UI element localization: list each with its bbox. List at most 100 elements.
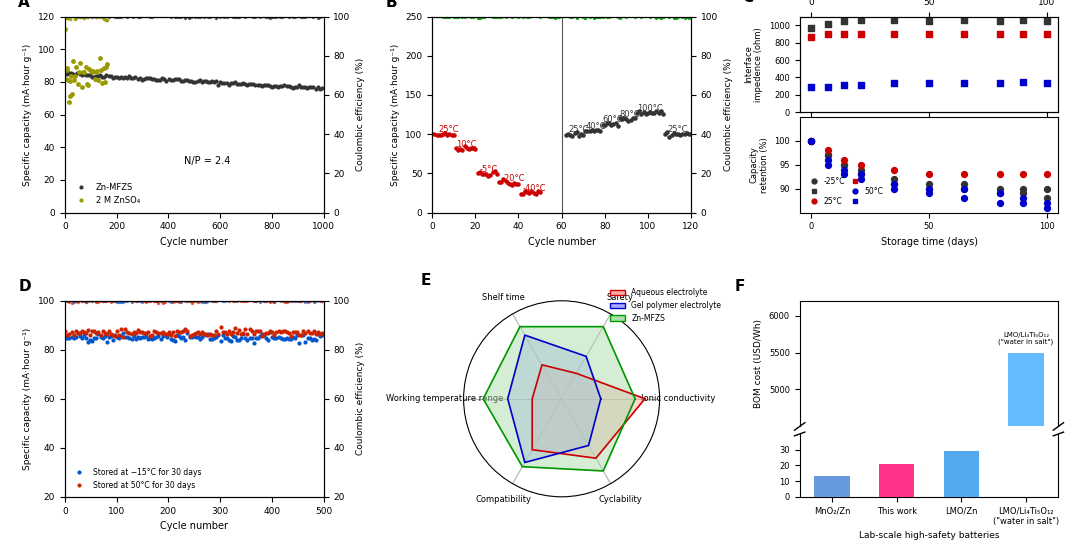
Point (286, 296, 303, 305)
Point (162, 12, 179, 21)
Point (243, 327, 260, 336)
Point (956, 29, 973, 38)
Point (1014, 78, 1031, 87)
Point (261, 327, 279, 336)
Point (230, 295, 247, 304)
Point (125, 295, 143, 304)
Point (291, 81, 308, 89)
Point (642, 13, 659, 22)
Point (187, 328, 204, 337)
Point (141, 332, 159, 341)
Point (189, 333, 206, 342)
Point (58, 331, 76, 339)
Point (56, 13, 73, 22)
Point (154, 299, 172, 307)
Legend: -25°C, , 25°C, , 50°C, : -25°C, , 25°C, , 50°C, (804, 174, 886, 209)
Point (102, 72, 119, 81)
Point (678, 129, 696, 137)
Point (91, 13, 108, 22)
Point (646, 11, 663, 20)
Point (99, 60, 117, 68)
Point (63, 327, 80, 336)
Point (657, 12, 674, 20)
Point (297, 12, 314, 21)
Point (62, 11, 79, 20)
Point (64, 10, 81, 19)
Point (956, 15, 973, 24)
Point (449, 145, 467, 154)
Point (259, 295, 276, 304)
Point (151, 10, 168, 19)
Point (266, 12, 283, 21)
Point (462, 13, 480, 22)
Point (191, 330, 208, 338)
Point (218, 330, 235, 339)
Point (212, 336, 229, 345)
Point (275, 12, 293, 21)
Text: 40°C: 40°C (585, 121, 606, 131)
Point (286, 328, 303, 337)
Point (176, 76, 193, 84)
Point (313, 329, 330, 338)
Point (180, 297, 198, 306)
Point (131, 13, 148, 22)
Point (150, 297, 167, 306)
Point (241, 11, 258, 20)
Point (237, 13, 254, 22)
Point (73, 71, 91, 79)
Point (69, 10, 86, 19)
Point (164, 12, 181, 20)
Point (626, 114, 644, 123)
Point (1014, 199, 1031, 208)
Point (575, 130, 592, 139)
Point (492, 178, 510, 187)
Point (171, 296, 188, 305)
Point (274, 335, 292, 343)
Point (820, 29, 837, 38)
Point (956, 179, 973, 188)
Point (69, 298, 86, 306)
Point (117, 333, 134, 342)
Point (117, 73, 134, 82)
Point (106, 296, 123, 305)
Point (254, 296, 271, 305)
Point (112, 298, 130, 306)
Point (98, 296, 116, 305)
Point (311, 331, 328, 340)
Point (852, 170, 869, 179)
Point (534, 12, 551, 20)
Point (60, 9, 78, 18)
Point (168, 12, 186, 21)
Point (430, 130, 447, 139)
Point (141, 74, 159, 83)
Point (451, 12, 469, 20)
Point (144, 335, 161, 344)
Y-axis label: Coulombic efficiency (%): Coulombic efficiency (%) (356, 58, 365, 171)
Point (886, 174, 903, 183)
Point (295, 295, 312, 304)
Point (991, 170, 1009, 179)
Point (83, 296, 100, 305)
Point (549, 13, 566, 22)
Point (176, 13, 193, 22)
Point (73, 327, 91, 336)
Point (802, 23, 820, 32)
Point (99, 12, 117, 21)
Point (146, 297, 163, 306)
Point (63, 12, 80, 20)
Point (456, 13, 473, 22)
Point (135, 75, 152, 84)
Point (193, 12, 211, 20)
Point (65, 76, 82, 84)
Point (207, 13, 225, 22)
Point (286, 13, 303, 22)
Point (130, 326, 147, 335)
Point (299, 296, 316, 305)
Point (594, 121, 611, 130)
Point (195, 76, 213, 85)
Point (268, 296, 285, 305)
Point (249, 326, 267, 335)
Point (79, 12, 96, 21)
Point (156, 330, 173, 338)
Point (270, 333, 287, 342)
